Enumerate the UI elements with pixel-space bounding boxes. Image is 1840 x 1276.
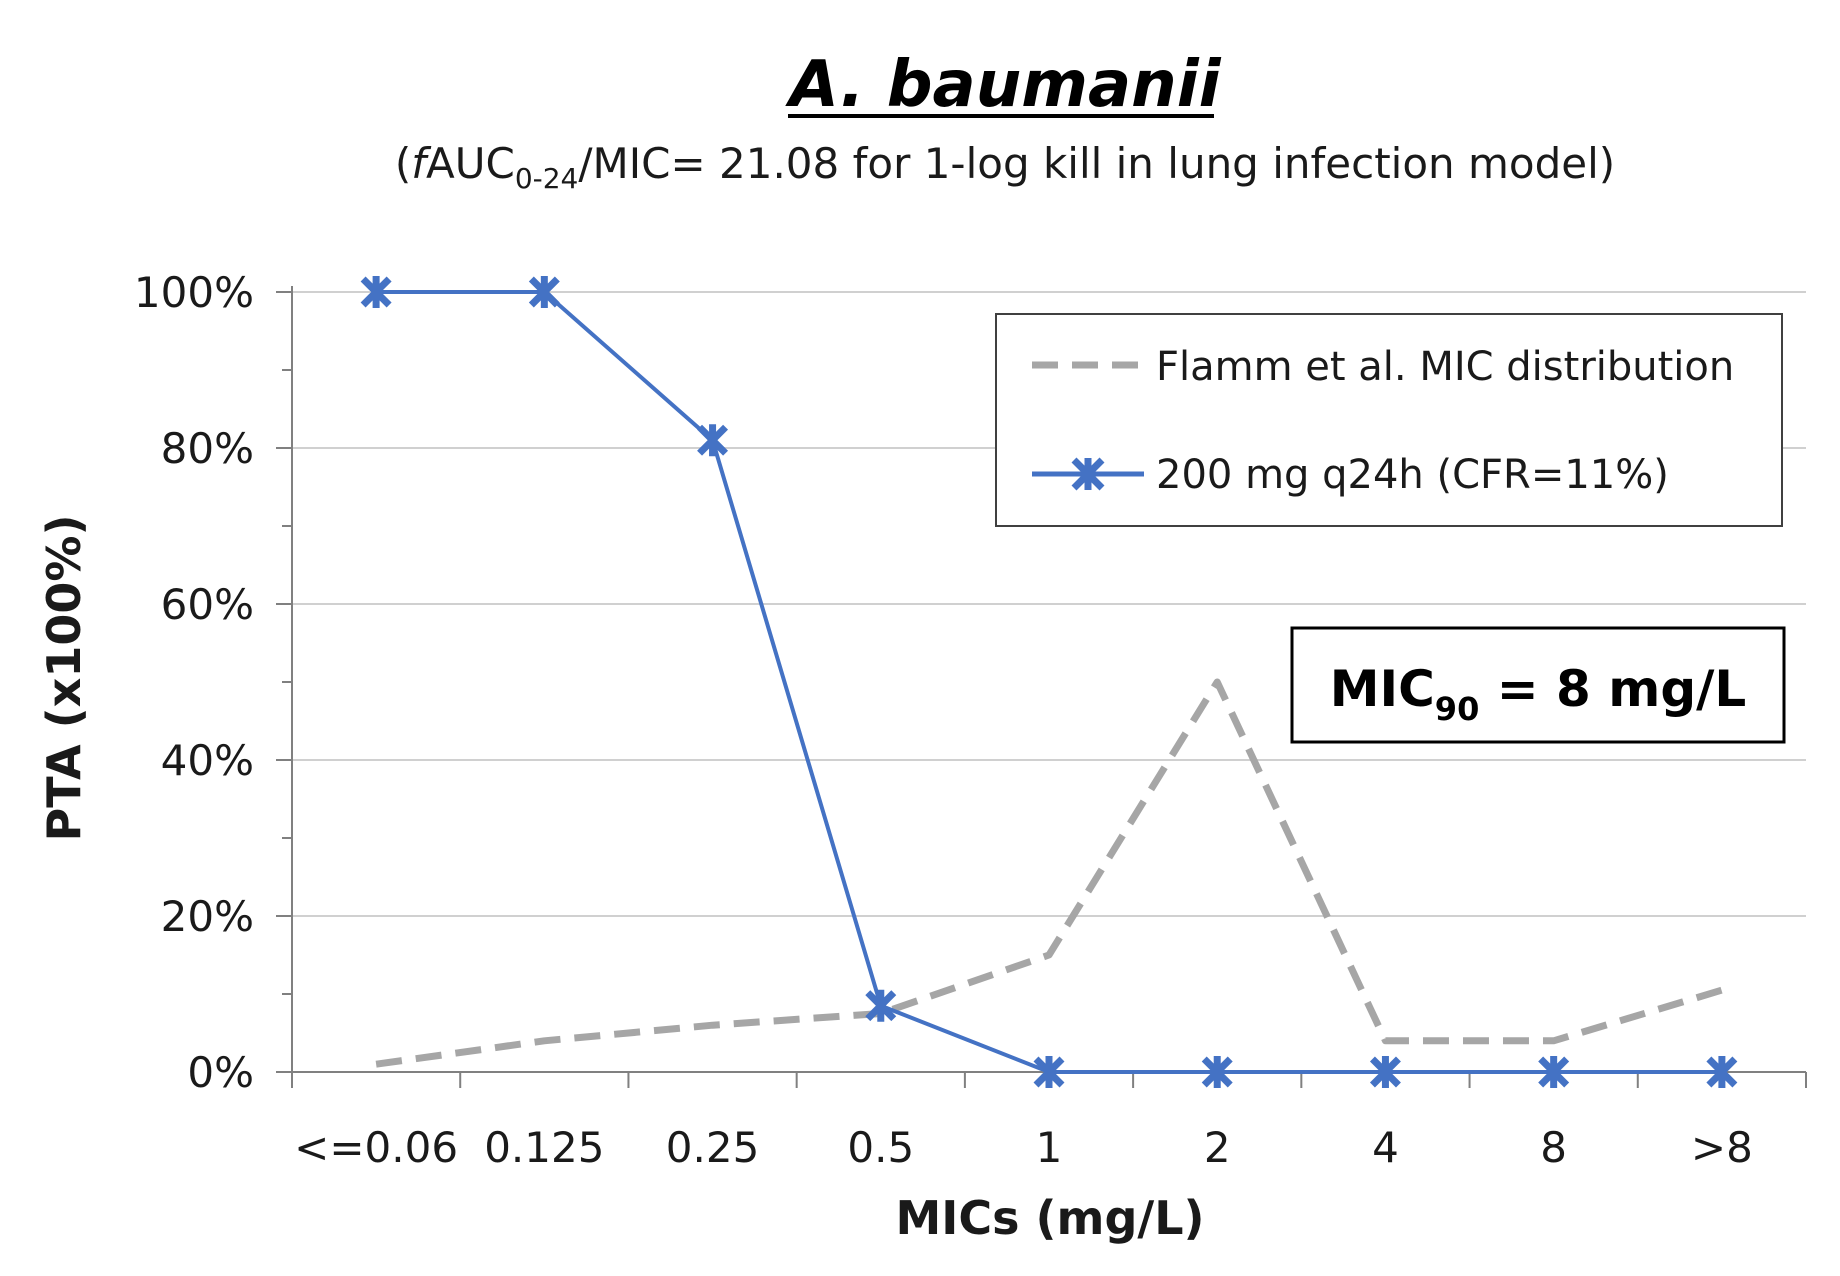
x-tick-label: 1: [1036, 1123, 1063, 1172]
y-tick-label: 0%: [187, 1048, 254, 1097]
y-axis-title: PTA (x100%): [37, 515, 91, 842]
chart-title: A. baumanii: [784, 48, 1221, 122]
y-tick-label: 80%: [161, 424, 254, 473]
series: [360, 276, 1738, 1088]
x-tick-label: 8: [1540, 1123, 1567, 1172]
x-tick-label: >8: [1691, 1123, 1753, 1172]
subtitle-open: (: [395, 139, 411, 188]
subtitle-auc: AUC: [426, 139, 515, 188]
legend-label-flamm: Flamm et al. MIC distribution: [1156, 344, 1734, 390]
mic90-annotation: MIC90 = 8 mg/L: [1290, 626, 1786, 744]
dose-pta-point: [360, 276, 392, 308]
x-tick-label: 4: [1372, 1123, 1399, 1172]
x-tick-label: 0.25: [666, 1123, 760, 1172]
x-tick-label: 2: [1204, 1123, 1231, 1172]
chart-subtitle: (fAUC0-24/MIC= 21.08 for 1-log kill in l…: [395, 139, 1615, 195]
dose-pta-point: [1033, 1056, 1065, 1088]
legend-label-dose: 200 mg q24h (CFR=11%): [1156, 452, 1669, 498]
y-tick-label: 40%: [161, 736, 254, 785]
dose-pta-point: [1706, 1056, 1738, 1088]
flamm-distribution-line: [375, 678, 1723, 1068]
y-tick-labels: 0% 20% 40% 60% 80% 100%: [134, 268, 254, 1097]
dose-pta-point: [865, 989, 897, 1022]
y-tick-label: 60%: [161, 580, 254, 629]
x-tick-label: <=0.06: [294, 1123, 458, 1172]
dose-pta-point: [528, 276, 560, 308]
y-tick-label: 20%: [161, 892, 254, 941]
dose-pta-point: [1369, 1056, 1401, 1088]
dose-pta-point: [1538, 1056, 1570, 1088]
mic90-value: = 8 mg/L: [1479, 660, 1746, 718]
mic90-text: MIC90 = 8 mg/L: [1330, 660, 1747, 728]
x-tick-label: 0.125: [484, 1123, 604, 1172]
x-tick-labels: <=0.06 0.125 0.25 0.5 1 2 4 8 >8: [294, 1123, 1753, 1172]
legend-marker-dose: [1071, 457, 1105, 491]
subtitle-rest: /MIC= 21.08 for 1-log kill in lung infec…: [578, 139, 1615, 188]
mic90-sub: 90: [1435, 690, 1480, 728]
x-tick-label: 0.5: [847, 1123, 914, 1172]
legend: Flamm et al. MIC distribution 200 mg q24…: [995, 313, 1783, 527]
subtitle-auc-sub: 0-24: [515, 162, 579, 195]
legend-box: [995, 313, 1783, 527]
y-tick-label: 100%: [134, 268, 254, 317]
mic90-box: [1290, 626, 1786, 744]
mic90-label: MIC: [1330, 660, 1435, 718]
x-axis-title: MICs (mg/L): [895, 1191, 1204, 1245]
dose-pta-point: [1201, 1056, 1233, 1088]
dose-pta-point: [697, 424, 729, 457]
